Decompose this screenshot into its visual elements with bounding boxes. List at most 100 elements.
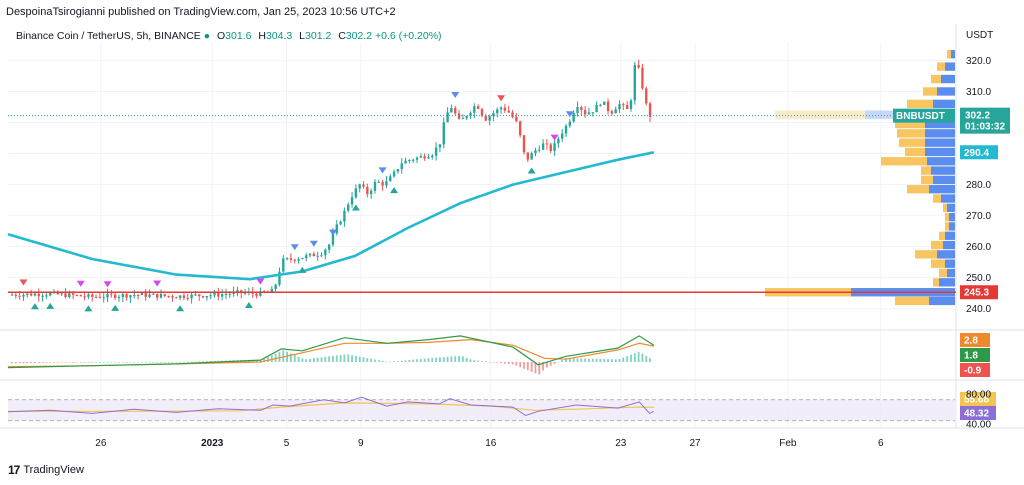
macd-histogram-bar: [190, 361, 193, 363]
macd-histogram-bar: [416, 359, 418, 362]
macd-histogram-bar: [381, 360, 384, 362]
candle-up: [224, 294, 228, 296]
macd-histogram-bar: [163, 362, 166, 363]
candle-up: [488, 116, 491, 121]
macd-histogram-bar: [14, 362, 17, 364]
moving-average-line: [7, 151, 655, 281]
high-value: 304.3: [265, 30, 293, 42]
macd-histogram-bar: [572, 358, 575, 362]
volume-profile-down-bar: [895, 119, 925, 129]
volume-profile-up-bar: [925, 138, 955, 147]
volume-profile-down-bar: [931, 74, 941, 84]
volume-profile-up-bar: [937, 250, 955, 259]
close-label: C: [338, 30, 346, 42]
publisher-line: DespoinaTsirogianni published on Trading…: [6, 6, 396, 18]
candle-up: [274, 284, 277, 289]
buy-signal-triangle: [84, 305, 93, 312]
time-tick-label: 6: [878, 438, 884, 449]
candle-down: [518, 121, 522, 136]
rsi-ma-tag: 55.68: [964, 395, 989, 406]
macd-histogram-bar: [53, 362, 55, 363]
macd-histogram-bar: [156, 362, 159, 363]
macd-histogram-bar: [637, 351, 640, 362]
tradingview-brand: TradingView: [23, 464, 84, 476]
macd-histogram-bar: [194, 361, 197, 363]
buy-signal-triangle: [244, 301, 253, 308]
macd-histogram-bar: [26, 362, 29, 364]
macd-histogram-bar: [408, 360, 411, 362]
time-axis[interactable]: 26 2023 5 9 16 23 27 Feb 6: [95, 438, 884, 449]
volume-profile-up-bar: [951, 50, 955, 59]
macd-histogram-bar: [217, 360, 220, 362]
volume-profile-up-bar: [945, 259, 955, 268]
macd-histogram-bar: [34, 362, 36, 363]
candle-up: [438, 144, 442, 148]
sell-signal-triangle: [497, 95, 506, 102]
candle-up: [22, 294, 25, 297]
buy-signal-triangle: [46, 302, 55, 309]
candle-up: [431, 155, 434, 158]
candle-up: [343, 210, 346, 222]
macd-histogram-bar: [60, 362, 63, 363]
macd-histogram-bar: [519, 362, 522, 368]
candle-up: [331, 233, 335, 245]
macd-histogram-bar: [121, 362, 124, 363]
ma-price-tag-bg: [960, 145, 998, 160]
macd-histogram-bar: [72, 362, 75, 363]
time-tick-label: 26: [95, 438, 107, 449]
candle-up: [60, 293, 63, 295]
time-tick-label: 16: [485, 438, 497, 449]
grid: [0, 24, 1024, 429]
candle-up: [45, 295, 48, 297]
candle-up: [373, 182, 377, 191]
candle-down: [312, 253, 316, 257]
candle-up: [396, 169, 400, 172]
rsi-value-tag: 48.32: [964, 409, 989, 420]
candle-up: [419, 156, 423, 158]
macd-histogram-bar: [549, 362, 552, 366]
macd-histogram-bar: [484, 361, 487, 363]
macd-histogram-bar: [125, 362, 128, 363]
candle-up: [465, 116, 468, 119]
tradingview-footer[interactable]: 17 TradingView: [8, 463, 84, 477]
candle-up: [236, 290, 239, 292]
close-value: 302.2: [345, 30, 373, 42]
macd-histogram-bar: [339, 354, 342, 362]
candle-down: [83, 296, 86, 298]
ma-price-tag: 290.4: [964, 148, 989, 159]
candle-up: [339, 221, 342, 225]
volume-profile-up-bar: [929, 185, 955, 194]
candle-down: [113, 294, 117, 299]
macd-histogram-bar: [599, 358, 602, 362]
candle-down: [507, 110, 510, 113]
price-axis[interactable]: USDT240.0250.0260.0270.0280.0290.0300.03…: [966, 30, 993, 315]
macd-histogram-bar: [198, 361, 201, 362]
open-value: 301.6: [225, 30, 252, 42]
low-label: L: [299, 30, 306, 42]
macd-signal-line: [7, 338, 655, 368]
candle-down: [125, 294, 128, 298]
price-tick-label: 280.0: [966, 180, 991, 191]
macd-histogram-bar: [400, 360, 403, 362]
volume-profile-down-bar: [921, 166, 931, 175]
sell-signal-triangle: [103, 281, 112, 288]
candle-down: [511, 112, 514, 117]
macd-histogram-bar: [366, 358, 369, 362]
candle-down: [480, 108, 484, 116]
macd-histogram-bar: [580, 358, 583, 362]
currency-label: USDT: [966, 30, 993, 41]
volume-profile-down-bar: [775, 110, 865, 119]
macd-histogram-bar: [488, 361, 491, 363]
macd-histogram-bar: [431, 357, 434, 362]
volume-profile-down-bar: [915, 250, 937, 259]
volume-profile-down-bar: [945, 212, 949, 222]
buy-signal-triangle: [111, 304, 120, 311]
price-tick-label: 240.0: [966, 304, 991, 315]
symbol-tag: BNBUSDT: [896, 111, 945, 122]
volume-profile-up-bar: [943, 240, 955, 250]
macd-histogram-bar: [278, 352, 281, 362]
signal-markers: [19, 92, 574, 312]
buy-signal-triangle: [390, 187, 399, 194]
candle-down: [14, 294, 18, 296]
